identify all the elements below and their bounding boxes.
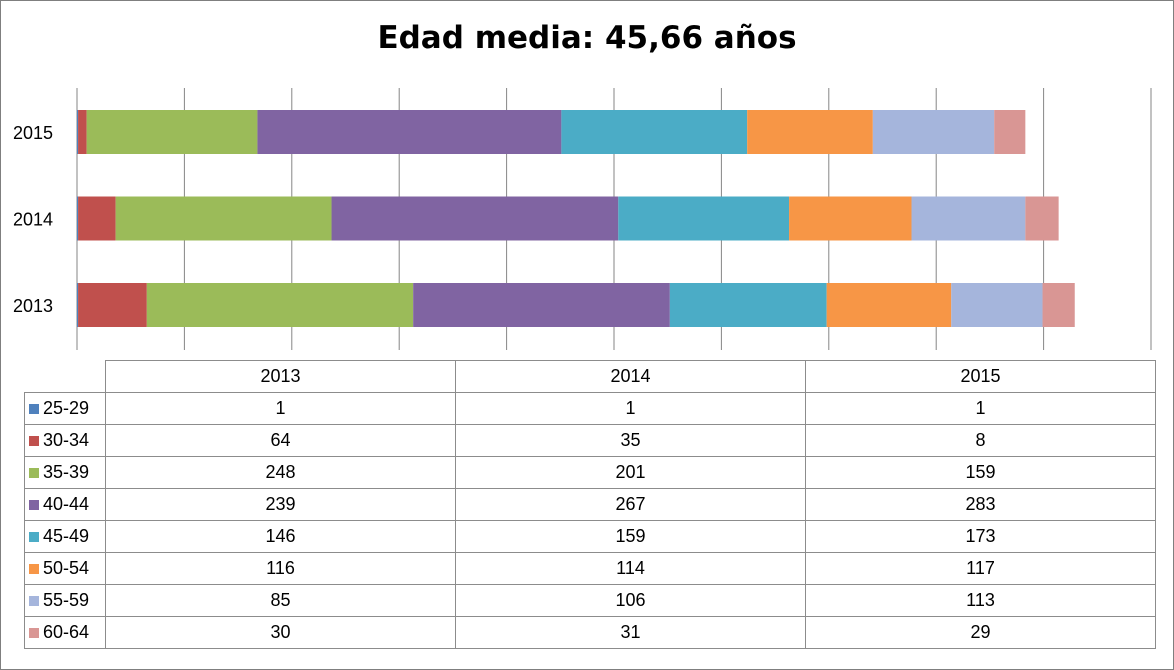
data-label: 283 <box>805 488 1156 521</box>
data-table-corner <box>24 360 106 393</box>
bar-segment <box>747 110 873 154</box>
bar-segment <box>1042 283 1075 327</box>
data-table-row: 30-34 64 35 8 <box>24 424 1156 457</box>
data-label: 1 <box>455 392 806 425</box>
legend-entry: 25-29 <box>24 392 106 425</box>
data-label: 117 <box>805 552 1156 585</box>
legend-swatch <box>29 404 39 414</box>
data-label: 114 <box>455 552 806 585</box>
data-label: 85 <box>105 584 456 617</box>
data-table-col-header: 2013 <box>105 360 456 393</box>
bar-segment <box>994 110 1026 154</box>
data-label: 31 <box>455 616 806 649</box>
data-label: 106 <box>455 584 806 617</box>
data-label: 116 <box>105 552 456 585</box>
category-tick-label: 2015 <box>13 123 53 143</box>
data-label: 35 <box>455 424 806 457</box>
bar-segment <box>77 110 79 154</box>
legend-entry: 35-39 <box>24 456 106 489</box>
legend-swatch <box>29 564 39 574</box>
legend-label: 55-59 <box>43 590 90 610</box>
data-table-row: 25-29 1 1 1 <box>24 392 1156 425</box>
legend-label: 40-44 <box>43 494 90 514</box>
data-label: 159 <box>455 520 806 553</box>
legend-swatch <box>29 500 39 510</box>
legend-entry: 45-49 <box>24 520 106 553</box>
legend-swatch <box>29 628 39 638</box>
data-label: 248 <box>105 456 456 489</box>
data-label: 1 <box>805 392 1156 425</box>
bar-segment <box>561 110 748 154</box>
legend-label: 50-54 <box>43 558 90 578</box>
data-table-header-row: 2013 2014 2015 <box>24 360 1156 393</box>
data-label: 146 <box>105 520 456 553</box>
bar-segment <box>826 283 952 327</box>
bar-segment <box>78 196 116 241</box>
legend-entry: 30-34 <box>24 424 106 457</box>
data-label: 30 <box>105 616 456 649</box>
bar-segment <box>78 110 87 154</box>
legend-label: 35-39 <box>43 462 90 482</box>
data-table-row: 35-39 248 201 159 <box>24 456 1156 489</box>
legend-label: 60-64 <box>43 622 90 642</box>
bar-segment <box>618 196 790 241</box>
category-tick-label: 2013 <box>13 296 53 316</box>
data-label: 8 <box>805 424 1156 457</box>
data-table: 2013 2014 2015 25-29 1 1 1 30-34 64 35 8 35-39 24… <box>24 360 1156 649</box>
data-table-col-header: 2015 <box>805 360 1156 393</box>
legend-entry: 50-54 <box>24 552 106 585</box>
bar-segment <box>951 283 1043 327</box>
data-label: 267 <box>455 488 806 521</box>
legend-swatch <box>29 436 39 446</box>
data-table-row: 45-49 146 159 173 <box>24 520 1156 553</box>
legend-label: 25-29 <box>43 398 90 418</box>
data-label: 159 <box>805 456 1156 489</box>
bar-segment <box>86 110 258 154</box>
data-table-row: 50-54 116 114 117 <box>24 552 1156 585</box>
bar-segment <box>146 283 414 327</box>
bar-segment <box>413 283 670 327</box>
data-table-row: 40-44 239 267 283 <box>24 488 1156 521</box>
bar-segment <box>78 283 147 327</box>
data-label: 173 <box>805 520 1156 553</box>
data-label: 1 <box>105 392 456 425</box>
legend-swatch <box>29 596 39 606</box>
bar-segment <box>669 283 827 327</box>
legend-swatch <box>29 468 39 478</box>
legend-entry: 60-64 <box>24 616 106 649</box>
bar-segment <box>257 110 562 154</box>
legend-swatch <box>29 532 39 542</box>
category-tick-label: 2014 <box>13 210 53 230</box>
data-label: 64 <box>105 424 456 457</box>
data-label: 239 <box>105 488 456 521</box>
bar-segment <box>77 283 79 327</box>
bar-segment <box>789 196 912 241</box>
data-label: 29 <box>805 616 1156 649</box>
legend-label: 45-49 <box>43 526 90 546</box>
data-table-row: 55-59 85 106 113 <box>24 584 1156 617</box>
legend-entry: 40-44 <box>24 488 106 521</box>
bar-segment <box>872 110 995 154</box>
bar-segment <box>115 196 332 241</box>
legend-entry: 55-59 <box>24 584 106 617</box>
chart-title: Edad media: 45,66 años <box>377 20 797 56</box>
data-table-row: 60-64 30 31 29 <box>24 616 1156 649</box>
data-label: 201 <box>455 456 806 489</box>
legend-label: 30-34 <box>43 430 90 450</box>
bar-segment <box>77 196 79 241</box>
stacked-bar-plot: 2013 2014 2015 <box>13 88 1152 350</box>
data-label: 113 <box>805 584 1156 617</box>
bar-segment <box>331 196 619 241</box>
bar-segment <box>911 196 1026 241</box>
bar-segment <box>1025 196 1059 241</box>
data-table-col-header: 2014 <box>455 360 806 393</box>
